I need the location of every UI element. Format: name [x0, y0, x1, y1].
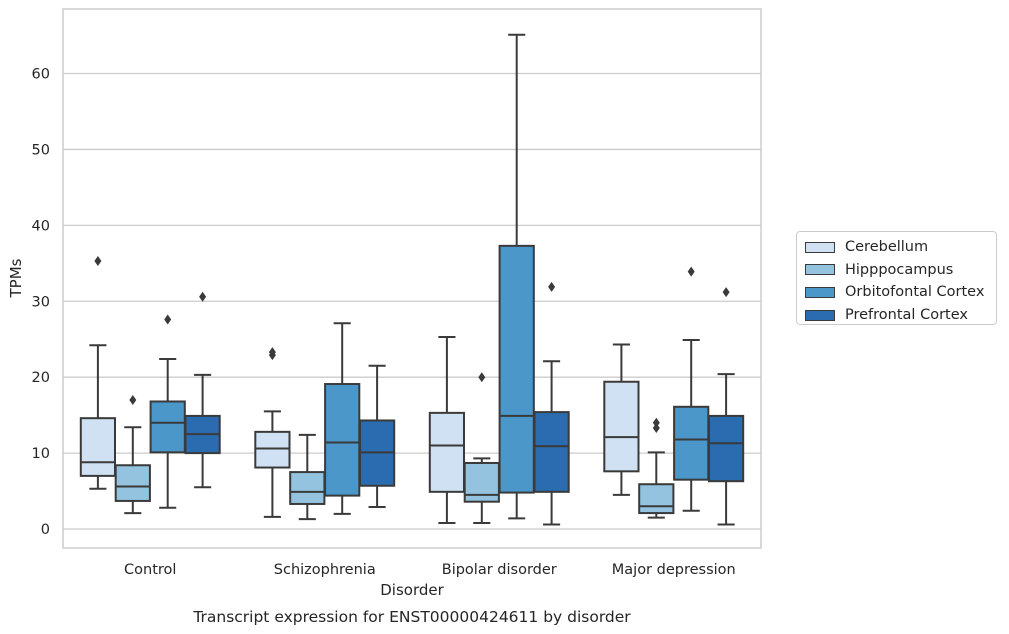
- legend-label-prefrontal-cortex: Prefrontal Cortex: [845, 307, 968, 324]
- y-tick-label: 20: [32, 370, 50, 386]
- chart-title: Transcript expression for ENST0000042461…: [192, 608, 631, 626]
- box-iqr: [149, 400, 186, 454]
- y-tick-label: 50: [32, 142, 50, 158]
- outlier-point: [722, 287, 730, 298]
- box-iqr: [79, 417, 117, 477]
- box-bipolar-disorder-cerebellum: [428, 335, 466, 524]
- outlier-point: [478, 372, 486, 383]
- box-control-hipppocampus: [114, 394, 151, 515]
- legend-label-cerebellum: Cerebellum: [845, 239, 929, 256]
- x-tick-label: Bipolar disorder: [442, 562, 557, 578]
- legend-item-orbitofrontal-cortex: Orbitofontal Cortex: [805, 281, 996, 304]
- outlier-point: [548, 281, 556, 292]
- box-iqr: [707, 414, 745, 483]
- outlier-point: [94, 256, 102, 267]
- outlier-point: [268, 347, 276, 358]
- box-iqr: [673, 405, 710, 481]
- x-tick-labels: Control Schizophrenia Bipolar disorder Majo…: [124, 562, 736, 578]
- y-tick-label: 30: [32, 294, 50, 310]
- box-series: [79, 33, 745, 526]
- box-bipolar-disorder-prefrontal-cortex: [533, 281, 570, 526]
- box-iqr: [428, 411, 466, 493]
- box-schizophrenia-prefrontal-cortex: [358, 364, 396, 509]
- box-control-orbitofontal-cortex: [149, 314, 186, 509]
- outlier-point: [164, 314, 172, 325]
- y-tick-label: 60: [32, 67, 50, 83]
- box-iqr: [289, 471, 326, 505]
- box-iqr: [603, 380, 640, 473]
- box-iqr: [254, 430, 291, 469]
- plot-frame: [62, 8, 762, 549]
- box-schizophrenia-orbitofontal-cortex: [324, 322, 361, 515]
- legend-item-cerebellum: Cerebellum: [805, 236, 996, 259]
- y-tick-label: 40: [32, 218, 50, 234]
- outlier-point: [687, 266, 695, 277]
- box-iqr: [324, 383, 361, 497]
- x-tick-label: Schizophrenia: [274, 562, 376, 578]
- legend: Cerebellum Hipppocampus Orbitofontal Cor…: [796, 231, 997, 325]
- legend-swatch-prefrontal-cortex: [805, 309, 835, 321]
- x-tick-label: Major depression: [612, 562, 736, 578]
- y-axis-label: TPMs: [7, 258, 25, 298]
- box-iqr: [533, 411, 570, 493]
- box-iqr: [498, 244, 535, 494]
- outlier-point: [199, 291, 207, 302]
- legend-item-prefrontal-cortex: Prefrontal Cortex: [805, 304, 996, 327]
- box-major-depression-orbitofontal-cortex: [673, 266, 710, 512]
- outlier-point: [652, 417, 660, 428]
- legend-swatch-cerebellum: [805, 241, 835, 253]
- legend-swatch-hippocampus: [805, 264, 835, 276]
- x-axis-label: Disorder: [380, 581, 444, 599]
- legend-swatch-orbitofrontal-cortex: [805, 286, 835, 298]
- box-major-depression-hipppocampus: [638, 417, 675, 519]
- box-bipolar-disorder-hipppocampus: [463, 372, 500, 524]
- outlier-point: [652, 423, 660, 434]
- box-iqr: [638, 483, 675, 515]
- outlier-point: [129, 394, 137, 405]
- box-schizophrenia-hipppocampus: [289, 433, 326, 521]
- box-iqr: [463, 461, 500, 503]
- box-major-depression-cerebellum: [603, 343, 640, 496]
- y-tick-label: 0: [41, 522, 50, 538]
- legend-item-hippocampus: Hipppocampus: [805, 259, 996, 282]
- box-control-prefrontal-cortex: [184, 291, 221, 489]
- box-schizophrenia-cerebellum: [254, 347, 291, 518]
- box-bipolar-disorder-orbitofontal-cortex: [498, 33, 535, 520]
- box-major-depression-prefrontal-cortex: [707, 287, 745, 526]
- y-tick-label: 10: [32, 446, 50, 462]
- legend-label-orbitofrontal-cortex: Orbitofontal Cortex: [845, 284, 985, 301]
- box-iqr: [114, 464, 151, 502]
- y-tick-labels: 0 10 20 30 40 50 60: [32, 67, 50, 538]
- box-control-cerebellum: [79, 256, 117, 490]
- legend-label-hippocampus: Hipppocampus: [845, 261, 954, 278]
- x-tick-label: Control: [124, 562, 176, 578]
